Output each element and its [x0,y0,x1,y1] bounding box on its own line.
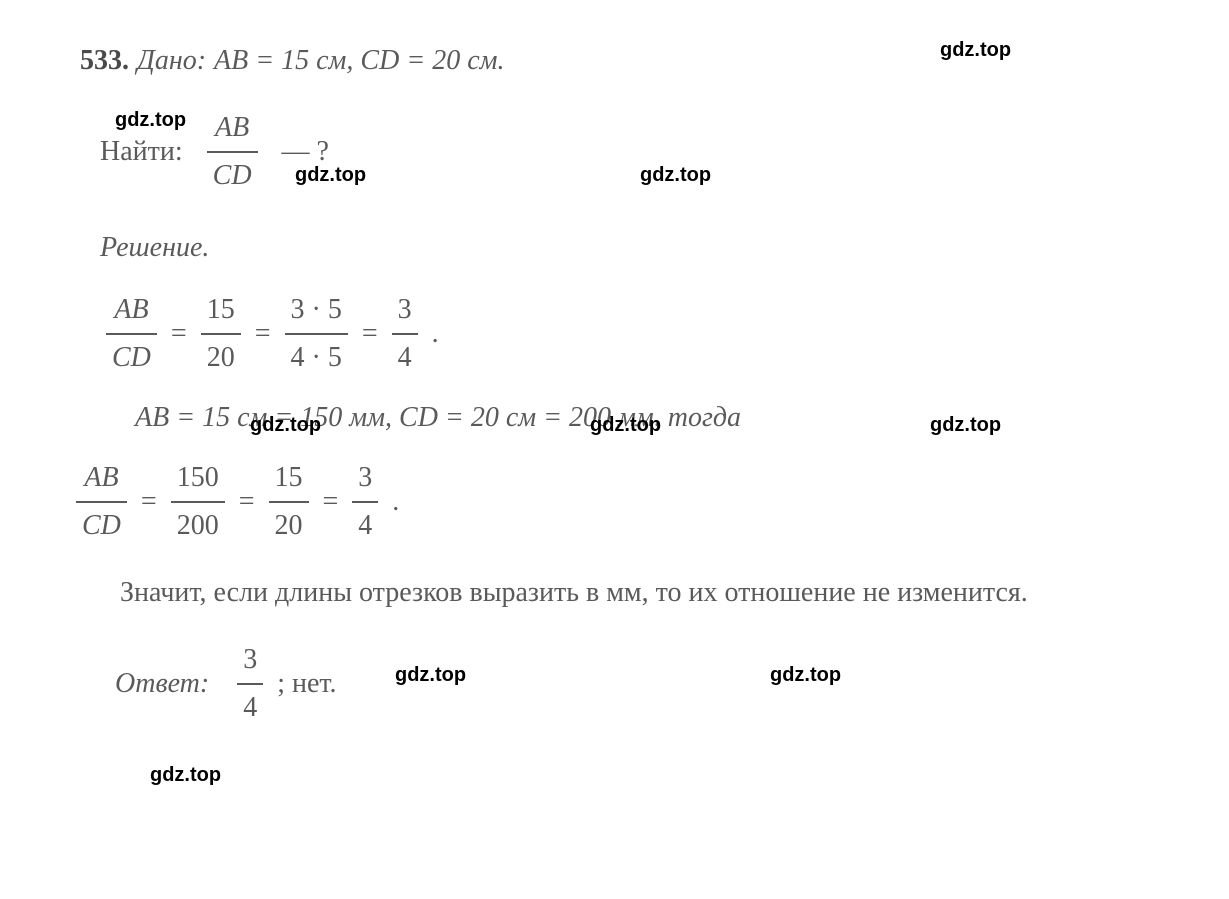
find-suffix: — ? [282,131,329,173]
watermark: gdz.top [150,760,221,790]
given-line: 533. Дано: AB = 15 см, CD = 20 см. [80,40,1169,82]
calc-line-1: AB CD = 15 20 = 3 · 5 4 · 5 = 3 4 . [100,289,1169,379]
find-line: Найти: AB CD — ? [100,107,1169,197]
given-values: AB = 15 см, CD = 20 см. [214,40,505,82]
answer-label: Ответ: [115,663,209,705]
frac: AB CD [76,457,127,547]
answer-suffix: ; нет. [277,663,336,705]
given-label: Дано: [137,40,206,82]
find-fraction: AB CD [207,107,258,197]
answer-fraction: 3 4 [237,639,263,729]
answer-line: Ответ: 3 4 ; нет. [115,639,1169,729]
conclusion-text: Значит, если длины отрезков выразить в м… [80,572,1169,614]
calc-line-2: AB CD = 150 200 = 15 20 = 3 4 . [70,457,1169,547]
frac: 15 20 [201,289,241,379]
frac: 15 20 [269,457,309,547]
frac: 3 4 [352,457,378,547]
frac: 3 4 [392,289,418,379]
frac-num: AB [207,107,258,153]
problem-number: 533. [80,40,129,82]
frac: 3 · 5 4 · 5 [285,289,348,379]
frac: 150 200 [171,457,225,547]
frac-den: CD [207,153,258,197]
conversion-line: AB = 15 см = 150 мм, CD = 20 см = 200 мм… [135,397,1169,439]
frac: AB CD [106,289,157,379]
solution-label: Решение. [100,227,1169,269]
find-label: Найти: [100,131,183,173]
